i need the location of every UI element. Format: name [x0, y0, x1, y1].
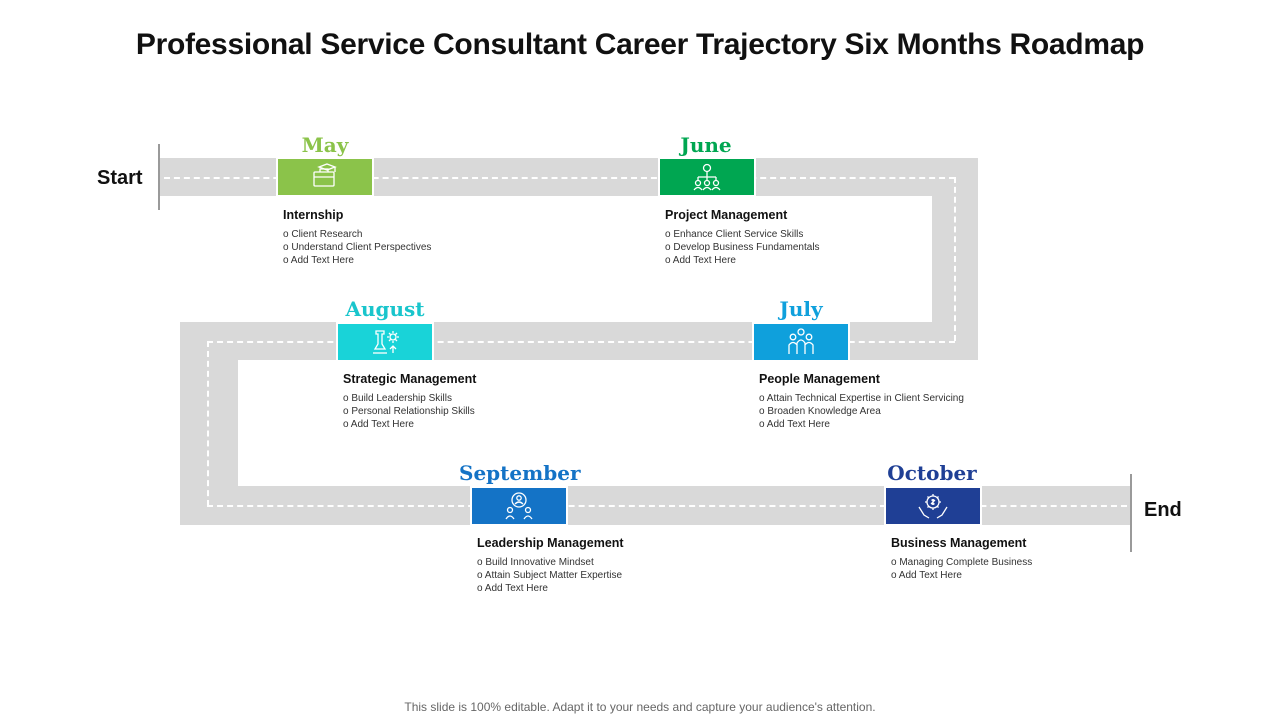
milestone-bullet: Broaden Knowledge Area	[759, 405, 1089, 418]
milestone-box-september	[470, 486, 568, 526]
people-group-icon	[788, 328, 814, 354]
milestone-info-july: People Management Attain Technical Exper…	[759, 372, 1089, 431]
milestone-bullet: Add Text Here	[759, 418, 1089, 431]
milestone-box-may	[276, 157, 374, 197]
milestone-info-september: Leadership Management Build Innovative M…	[477, 536, 807, 595]
road-centerline-bottom	[207, 505, 1127, 507]
month-label-july: July	[779, 297, 823, 321]
milestone-bullet: Client Research	[283, 228, 613, 241]
leader-team-icon	[505, 492, 533, 520]
milestone-box-august	[336, 322, 434, 362]
road-centerline-left	[207, 341, 209, 506]
milestone-bullet: Add Text Here	[891, 569, 1221, 582]
hands-gear-dollar-icon	[918, 494, 948, 519]
milestone-info-june: Project Management Enhance Client Servic…	[665, 208, 995, 267]
milestone-box-july	[752, 322, 850, 362]
milestone-bullet: Add Text Here	[283, 254, 613, 267]
milestone-heading: Business Management	[891, 536, 1027, 550]
footer-note: This slide is 100% editable. Adapt it to…	[404, 700, 876, 714]
milestone-box-october	[884, 486, 982, 526]
milestone-heading: Leadership Management	[477, 536, 624, 550]
milestone-heading: People Management	[759, 372, 880, 386]
start-label: Start	[97, 167, 143, 189]
milestone-bullet: Attain Subject Matter Expertise	[477, 569, 807, 582]
milestone-bullet: Managing Complete Business	[891, 556, 1221, 569]
milestone-heading: Strategic Management	[343, 372, 477, 386]
end-cap	[1130, 474, 1132, 552]
milestone-heading: Project Management	[665, 208, 788, 222]
month-label-september: September	[459, 461, 581, 485]
milestone-bullet: Add Text Here	[477, 582, 807, 595]
milestone-bullet: Add Text Here	[343, 418, 673, 431]
milestone-bullet: Personal Relationship Skills	[343, 405, 673, 418]
milestone-info-may: Internship Client Research Understand Cl…	[283, 208, 613, 267]
page-title: Professional Service Consultant Career T…	[135, 28, 1145, 61]
milestone-bullet: Add Text Here	[665, 254, 995, 267]
milestone-heading: Internship	[283, 208, 344, 222]
milestone-bullet: Build Innovative Mindset	[477, 556, 807, 569]
milestone-bullet: Understand Client Perspectives	[283, 241, 613, 254]
milestone-info-august: Strategic Management Build Leadership Sk…	[343, 372, 673, 431]
milestone-bullet: Attain Technical Expertise in Client Ser…	[759, 392, 1089, 405]
milestone-info-october: Business Management Managing Complete Bu…	[891, 536, 1221, 582]
chess-gear-icon	[373, 330, 399, 354]
road-centerline-top	[164, 177, 955, 179]
month-label-may: May	[301, 133, 349, 157]
milestone-box-june	[658, 157, 756, 197]
milestone-bullet: Develop Business Fundamentals	[665, 241, 995, 254]
month-label-october: October	[887, 461, 977, 485]
briefcase-graduation-icon	[313, 163, 337, 187]
month-label-august: August	[345, 297, 425, 321]
milestone-bullet: Build Leadership Skills	[343, 392, 673, 405]
team-hierarchy-icon	[693, 163, 721, 191]
milestone-bullet: Enhance Client Service Skills	[665, 228, 995, 241]
road-centerline-middle	[207, 341, 955, 343]
start-cap	[158, 144, 160, 210]
end-label: End	[1144, 499, 1182, 521]
month-label-june: June	[680, 133, 732, 157]
